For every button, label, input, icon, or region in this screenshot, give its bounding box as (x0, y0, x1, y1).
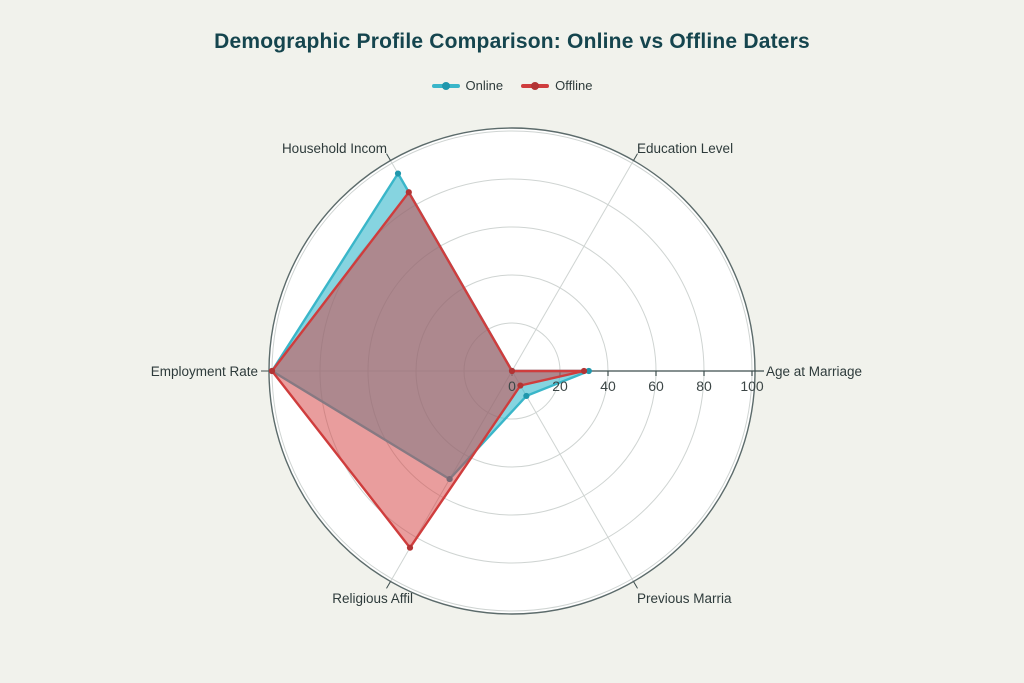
legend-item-offline[interactable]: Offline (521, 78, 592, 93)
series-marker-offline (580, 367, 588, 375)
radial-tick-label: 60 (648, 378, 664, 394)
series-marker-online (394, 170, 402, 177)
series-marker-offline (508, 367, 516, 375)
category-label: Age at Marriage (766, 364, 862, 379)
series-marker-offline (517, 382, 524, 389)
radial-tick-label: 100 (740, 378, 764, 394)
series-marker-online (523, 392, 530, 400)
category-label: Household Incom (282, 141, 387, 156)
page-title: Demographic Profile Comparison: Online v… (214, 30, 810, 53)
series-marker-online (585, 367, 592, 375)
radial-tick-label: 0 (508, 378, 516, 394)
category-label: Previous Marria (637, 591, 732, 606)
series-marker-offline (405, 189, 412, 196)
axis-end-tick (386, 581, 391, 589)
legend-label: Offline (555, 78, 593, 93)
angular-spoke (511, 160, 634, 372)
legend-item-online[interactable]: Online (431, 78, 504, 93)
legend-marker-icon (441, 81, 450, 90)
chart-legend: Online Offline (0, 78, 1024, 93)
angular-spoke (511, 370, 634, 582)
legend-label: Online (465, 78, 504, 93)
axis-end-tick (633, 153, 638, 161)
legend-swatch-icon (521, 81, 550, 90)
axis-end-tick (386, 153, 391, 161)
axis-end-tick (633, 581, 638, 589)
radial-tick-label: 40 (600, 378, 616, 394)
legend-marker-icon (531, 81, 540, 90)
series-marker-offline (268, 367, 276, 375)
radial-tick-label: 20 (552, 378, 568, 394)
category-label: Religious Affil (332, 591, 413, 606)
category-label: Employment Rate (151, 364, 258, 379)
category-label: Education Level (637, 141, 733, 156)
legend-swatch-icon (431, 81, 460, 90)
radial-tick-label: 80 (696, 378, 712, 394)
series-marker-offline (406, 544, 414, 551)
